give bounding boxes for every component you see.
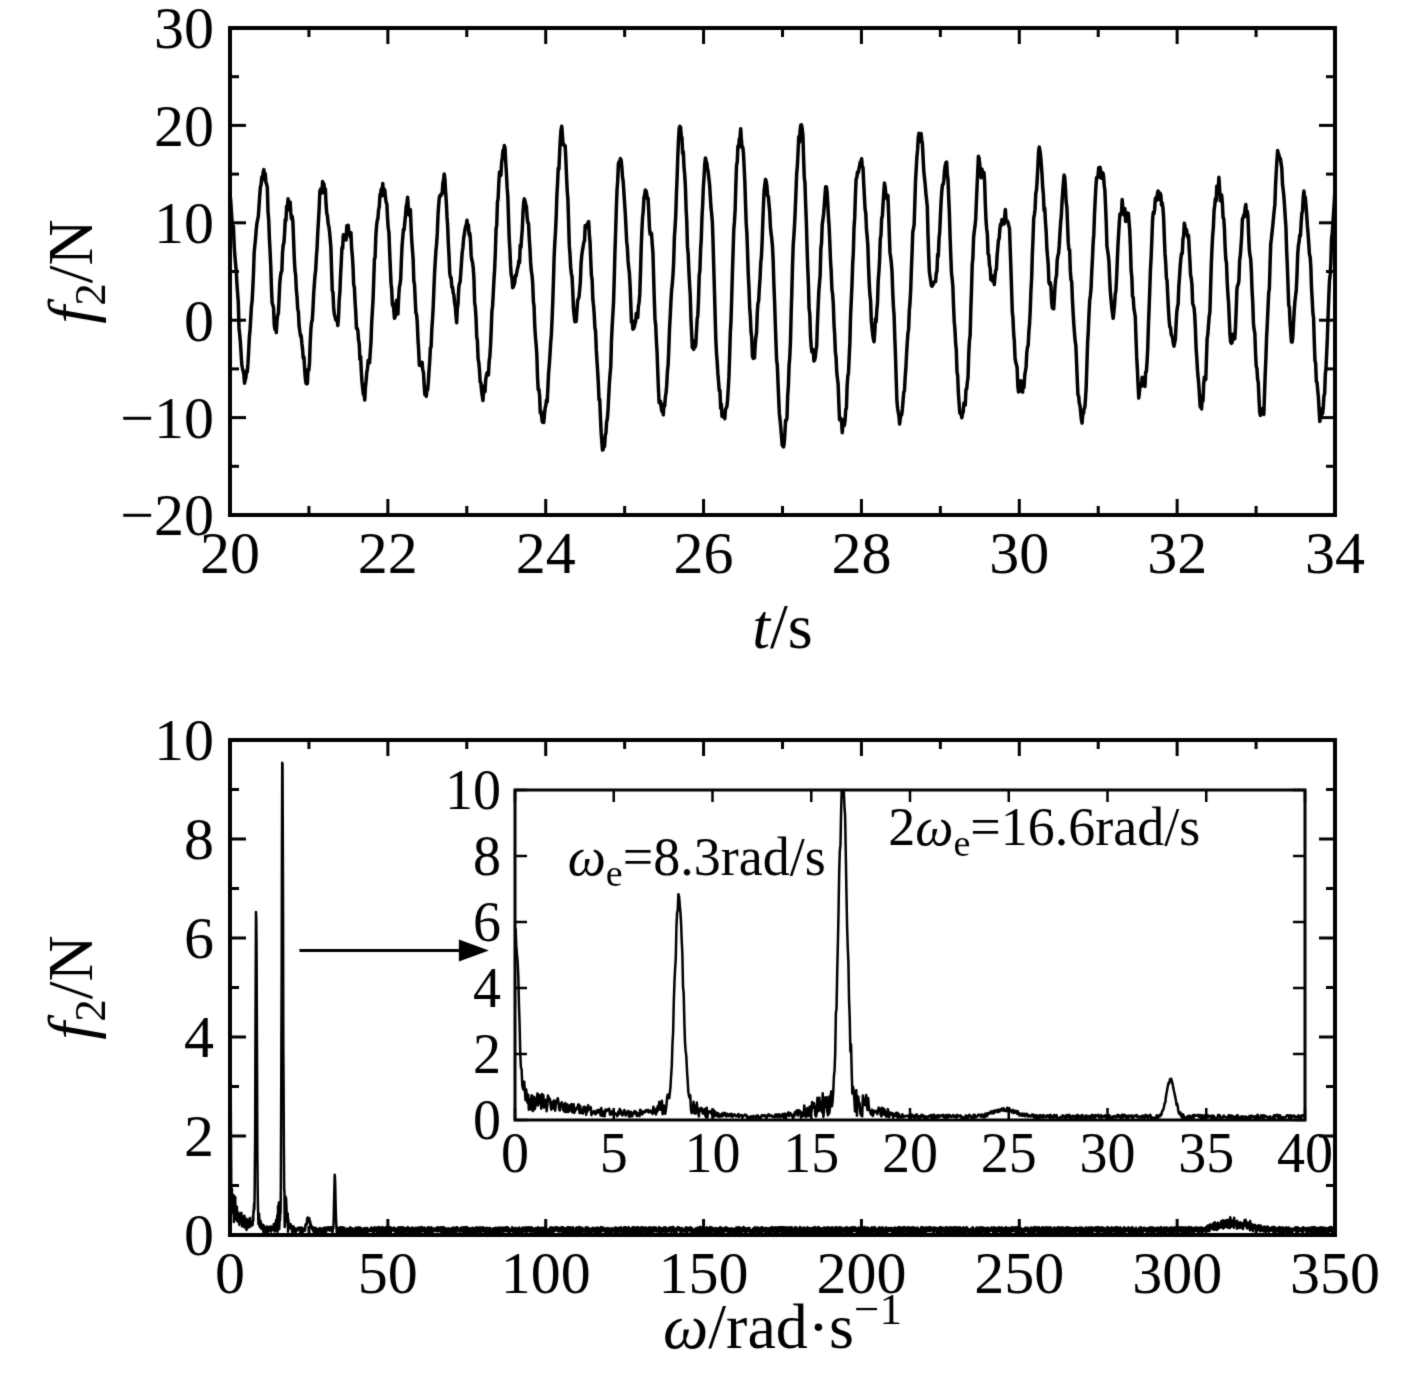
frequency-spectrum-chart — [0, 660, 1417, 1375]
time-series-chart — [0, 0, 1417, 660]
